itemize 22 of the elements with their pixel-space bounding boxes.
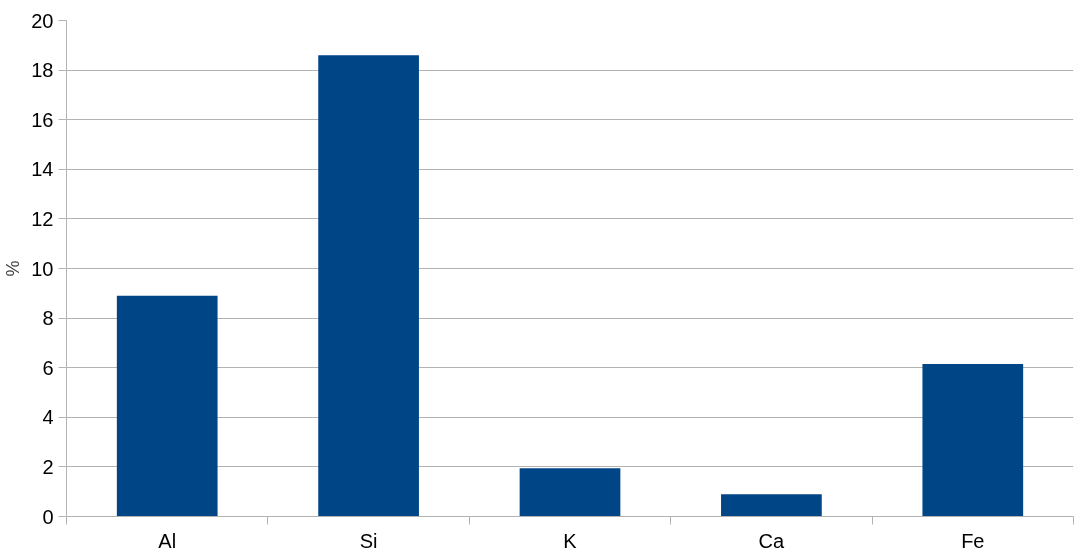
- x-tick-label: Al: [158, 529, 177, 552]
- y-tick-label: 20: [31, 9, 54, 32]
- y-tick-label: 14: [31, 158, 54, 181]
- y-tick-label: 16: [31, 108, 54, 131]
- bar: [922, 363, 1024, 517]
- y-tick-label: 10: [31, 257, 54, 280]
- bar: [721, 494, 822, 517]
- y-tick-label: 18: [31, 59, 54, 82]
- y-tick-label: 2: [42, 455, 54, 478]
- x-tick-label: Ca: [758, 529, 786, 552]
- y-tick-label: 6: [42, 356, 54, 379]
- y-tick-label: 12: [31, 207, 54, 230]
- y-tick-label: 8: [42, 307, 54, 330]
- y-axis-title: %: [3, 260, 24, 277]
- x-tick-label: K: [563, 529, 578, 552]
- bar: [519, 468, 621, 517]
- y-tick-label: 0: [42, 505, 54, 528]
- x-tick-label: Fe: [961, 529, 985, 552]
- bar: [318, 55, 419, 517]
- x-tick-label: Si: [359, 529, 378, 552]
- y-tick-label: 4: [42, 406, 54, 429]
- bar: [116, 295, 218, 517]
